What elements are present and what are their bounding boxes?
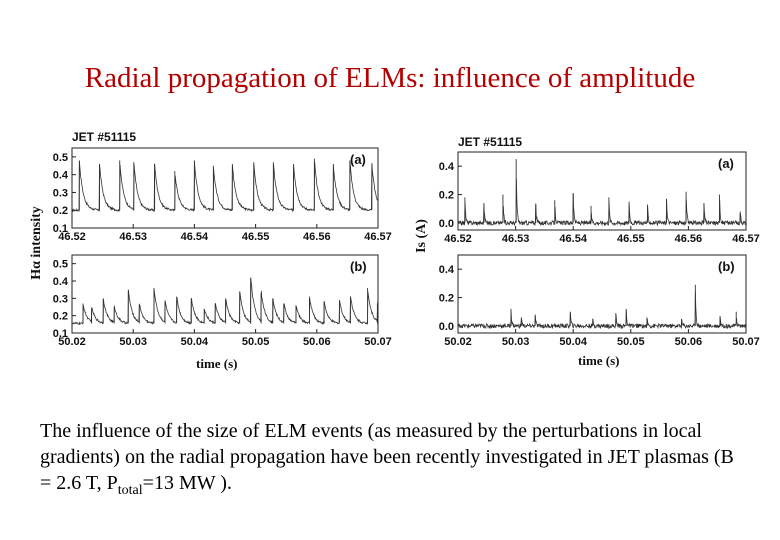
x-tick-label: 46.55 [242, 231, 270, 243]
y-tick-label: 0.2 [439, 293, 454, 305]
x-tick-label: 46.56 [675, 233, 703, 245]
x-tick-label: 50.03 [119, 336, 147, 348]
x-tick-label: 50.02 [58, 336, 86, 348]
x-tick-label: 46.52 [444, 233, 472, 245]
x-tick-label: 50.03 [502, 336, 530, 348]
series-line [71, 277, 379, 326]
plot-frame [457, 151, 747, 231]
x-tick-label: 46.55 [617, 233, 645, 245]
chart-right-b: (b) 50.02 50.03 50.04 50.05 50.06 50.07 0.0 0.2 0… [439, 254, 760, 348]
y-tick-label: 0.5 [53, 259, 68, 271]
chart-title: JET #51115 [458, 135, 522, 149]
left-xlabel: time (s) [196, 356, 238, 371]
y-tick-label: 0.4 [439, 161, 455, 173]
y-tick-label: 0.4 [439, 264, 455, 276]
description-paragraph: The influence of the size of ELM events … [40, 418, 740, 498]
x-tick-label: 50.07 [732, 336, 760, 348]
plot-frame [457, 254, 747, 334]
series-line [457, 178, 747, 227]
y-tick-label: 0.2 [53, 311, 68, 323]
panel-label: (a) [350, 152, 366, 167]
y-tick-label: 0.5 [53, 152, 68, 164]
chart-left-b: (b) 50.02 50.03 50.04 50.05 50.06 50.07 0.1 0.2 0… [53, 254, 392, 348]
y-tick-label: 0.1 [53, 328, 68, 340]
series-line [457, 291, 747, 330]
series-line [71, 161, 379, 213]
chart-left-a: JET #51115 (a) 46.52 46.53 46.54 46.55 46.56 46… [53, 130, 392, 243]
paragraph-main: The influence of the size of ELM events … [40, 420, 734, 494]
panel-label: (b) [718, 259, 735, 274]
x-tick-label: 46.57 [364, 231, 392, 243]
x-tick-label: 46.53 [119, 231, 147, 243]
x-tick-label: 46.52 [58, 231, 86, 243]
y-tick-label: 0.3 [53, 187, 68, 199]
y-tick-label: 0.4 [53, 276, 69, 288]
y-tick-label: 0.0 [439, 218, 454, 230]
paragraph-subscript: total [117, 483, 143, 498]
y-tick-label: 0.2 [439, 190, 454, 202]
x-tick-label: 46.54 [559, 233, 587, 245]
x-tick-label: 50.05 [617, 336, 645, 348]
x-tick-label: 46.53 [502, 233, 530, 245]
right-ylabel: Is (A) [414, 219, 429, 253]
plot-frame [71, 254, 379, 334]
y-tick-label: 0.4 [53, 170, 69, 182]
plot-frame [71, 147, 379, 229]
y-tick-label: 0.3 [53, 293, 68, 305]
x-tick-label: 46.54 [181, 231, 209, 243]
x-tick-label: 50.05 [242, 336, 270, 348]
x-tick-label: 50.04 [181, 336, 209, 348]
x-tick-label: 50.07 [364, 336, 392, 348]
panel-label: (a) [718, 156, 734, 171]
panel-label: (b) [350, 259, 367, 274]
x-tick-label: 50.06 [303, 336, 331, 348]
x-tick-label: 46.56 [303, 231, 331, 243]
right-xlabel: time (s) [578, 353, 620, 368]
x-tick-label: 50.04 [559, 336, 587, 348]
y-tick-label: 0.1 [53, 223, 68, 235]
chart-right-a: JET #51115 (a) 46.52 46.53 46.54 46.55 46.56 46… [439, 135, 760, 245]
left-ylabel: Hα intensity [29, 206, 44, 280]
y-tick-label: 0.2 [53, 205, 68, 217]
x-tick-label: 50.02 [444, 336, 472, 348]
slide-title: Radial propagation of ELMs: influence of… [84, 62, 696, 94]
y-tick-label: 0.0 [439, 321, 454, 333]
x-tick-label: 46.57 [732, 233, 760, 245]
paragraph-end: =13 MW ). [142, 472, 232, 494]
chart-title: JET #51115 [72, 130, 136, 144]
x-tick-label: 50.06 [675, 336, 703, 348]
